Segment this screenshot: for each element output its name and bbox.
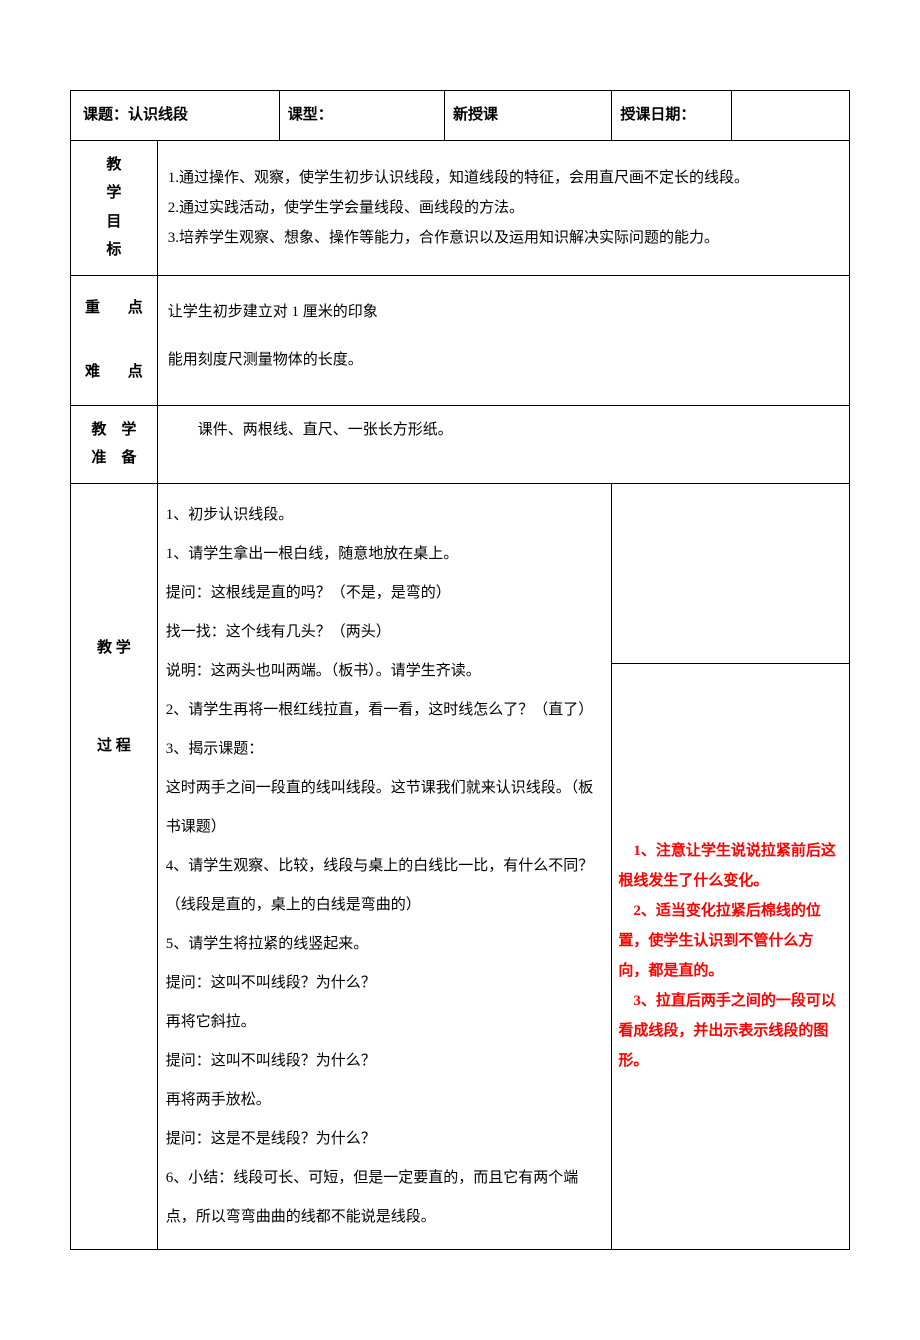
header-row: 课题：认识线段 课型： 新授课 授课日期： bbox=[71, 91, 850, 141]
process-row: 教 学 过 程 1、初步认识线段。 1、请学生拿出一根白线，随意地放在桌上。 提… bbox=[71, 483, 850, 663]
difficulty-content: 能用刻度尺测量物体的长度。 bbox=[157, 340, 849, 405]
proc-label-2: 过 程 bbox=[71, 732, 157, 761]
goal-char-2: 学 bbox=[71, 179, 157, 208]
goal-char-4: 标 bbox=[71, 236, 157, 265]
goal-content: 1.通过操作、观察，使学生初步认识线段，知道线段的特征，会用直尺画不定长的线段。… bbox=[157, 140, 849, 275]
difficulty-label: 难 点 bbox=[71, 340, 158, 405]
keypoint-row: 重 点 让学生初步建立对 1 厘米的印象 bbox=[71, 275, 850, 340]
keypoint-content: 让学生初步建立对 1 厘米的印象 bbox=[157, 275, 849, 340]
lesson-date-label: 授课日期： bbox=[612, 91, 732, 141]
goal-row: 教 学 目 标 1.通过操作、观察，使学生初步认识线段，知道线段的特征，会用直尺… bbox=[71, 140, 850, 275]
lesson-plan-table: 课题：认识线段 课型： 新授课 授课日期： 教 学 目 标 1.通过操作、观察，… bbox=[70, 90, 850, 1250]
preparation-label: 教 学 准 备 bbox=[71, 405, 158, 483]
keypoint-label: 重 点 bbox=[71, 275, 158, 340]
preparation-content: 课件、两根线、直尺、一张长方形纸。 bbox=[157, 405, 849, 483]
goal-label: 教 学 目 标 bbox=[71, 140, 158, 275]
process-annotation: 1、注意让学生说说拉紧前后这根线发生了什么变化。 2、适当变化拉紧后棉线的位置，… bbox=[612, 663, 850, 1249]
goal-char-3: 目 bbox=[71, 208, 157, 237]
process-content: 1、初步认识线段。 1、请学生拿出一根白线，随意地放在桌上。 提问：这根线是直的… bbox=[157, 483, 612, 1249]
lesson-title: 课题：认识线段 bbox=[71, 91, 280, 141]
prep-label-2: 准 备 bbox=[71, 444, 157, 473]
lesson-type-value: 新授课 bbox=[445, 91, 612, 141]
lesson-type-label: 课型： bbox=[279, 91, 444, 141]
lesson-date-value bbox=[732, 91, 850, 141]
difficulty-row: 难 点 能用刻度尺测量物体的长度。 bbox=[71, 340, 850, 405]
goal-char-1: 教 bbox=[71, 151, 157, 180]
prep-label-1: 教 学 bbox=[71, 416, 157, 445]
process-label: 教 学 过 程 bbox=[71, 483, 158, 1249]
preparation-row: 教 学 准 备 课件、两根线、直尺、一张长方形纸。 bbox=[71, 405, 850, 483]
proc-label-1: 教 学 bbox=[71, 634, 157, 663]
annotation-empty-top bbox=[612, 483, 850, 663]
